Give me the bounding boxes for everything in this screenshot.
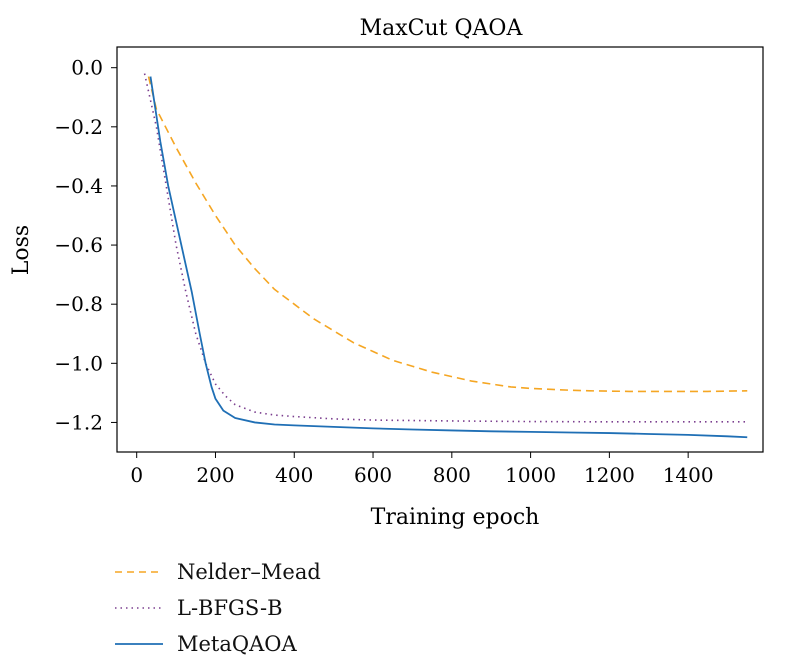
- y-tick-label: −1.2: [54, 410, 103, 434]
- x-tick-label: 1000: [505, 463, 556, 487]
- legend-swatch-nelder-mead: [115, 571, 163, 573]
- series-line-nelder-mead: [147, 76, 748, 393]
- plot-frame: [116, 46, 764, 453]
- x-tick-label: 600: [354, 463, 392, 487]
- y-tick-label: −0.6: [54, 233, 103, 257]
- legend-item-lbfgsb: L-BFGS-B: [115, 590, 321, 626]
- x-tick-label: 400: [275, 463, 313, 487]
- x-tick-label: 1200: [584, 463, 635, 487]
- y-tick-label: −1.0: [54, 351, 103, 375]
- y-axis-label: Loss: [9, 225, 34, 275]
- y-tick-label: −0.2: [54, 115, 103, 139]
- legend-item-nelder-mead: Nelder–Mead: [115, 554, 321, 590]
- y-axis-ticks: 0.0 −0.2 −0.4 −0.6 −0.8 −1.0 −1.2: [54, 56, 117, 434]
- legend-label-nelder-mead: Nelder–Mead: [177, 560, 321, 584]
- x-axis-ticks: 0 200 400 600 800 1000 1200 1400: [130, 452, 714, 487]
- y-tick-label: −0.8: [54, 292, 103, 316]
- legend-swatch-metaqaoa: [115, 643, 163, 645]
- plot-area: [143, 73, 748, 439]
- y-tick-label: −0.4: [54, 174, 103, 198]
- legend-label-lbfgsb: L-BFGS-B: [177, 596, 283, 620]
- x-axis-label: Training epoch: [371, 505, 540, 530]
- y-tick-label: 0.0: [71, 56, 103, 80]
- legend-swatch-lbfgsb: [115, 607, 163, 609]
- x-tick-label: 0: [130, 463, 143, 487]
- series-line-metaqaoa: [149, 76, 748, 439]
- x-tick-label: 200: [196, 463, 234, 487]
- legend-item-metaqaoa: MetaQAOA: [115, 626, 321, 662]
- chart-canvas: MaxCut QAOA 0 200 400 600 800 1000 1200 1400 0.…: [9, 16, 764, 530]
- legend: Nelder–Mead L-BFGS-B MetaQAOA: [115, 554, 321, 662]
- x-tick-label: 1400: [663, 463, 714, 487]
- series-line-l-bfgs-b: [143, 73, 748, 423]
- legend-label-metaqaoa: MetaQAOA: [177, 632, 297, 656]
- chart-title: MaxCut QAOA: [360, 16, 524, 41]
- x-tick-label: 800: [433, 463, 471, 487]
